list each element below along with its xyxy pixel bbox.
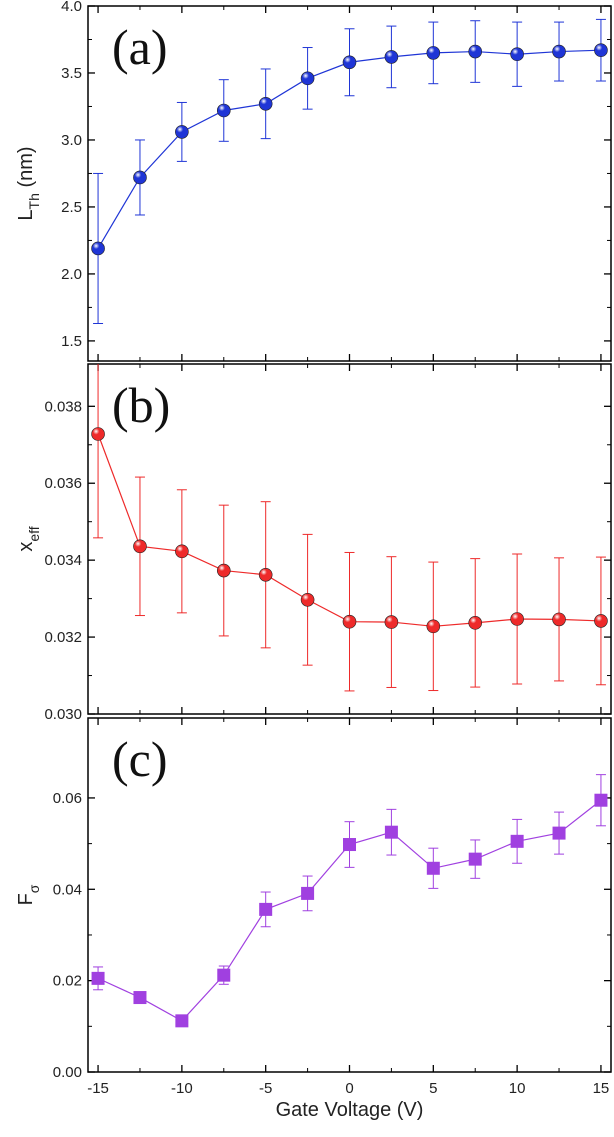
data-point (91, 427, 105, 441)
data-point (384, 50, 399, 64)
data-point (175, 544, 189, 559)
y-axis-title-suffix: (nm) (15, 146, 37, 193)
data-point (133, 539, 147, 554)
data-point (510, 834, 524, 848)
data-point (175, 1014, 189, 1028)
data-point (301, 886, 315, 900)
data-point (552, 612, 566, 627)
data-point (552, 826, 566, 840)
panel-tag: (a) (112, 19, 168, 75)
y-axis-title-main: F (15, 893, 37, 905)
data-point (510, 47, 524, 62)
panel-c: 0.00 0.02 0.04 0.06 -15 -10 -5 0 5 10 15 Gate Volta… (15, 717, 612, 1121)
data-point (342, 614, 357, 629)
x-tick-label: 10 (509, 1080, 526, 1097)
data-point (175, 125, 189, 139)
data-point (91, 241, 105, 256)
data-point (468, 616, 483, 630)
data-point (259, 902, 273, 916)
data-point (552, 44, 566, 59)
y-tick-label: 4.0 (61, 0, 82, 15)
x-axis-title: Gate Voltage (V) (276, 1099, 424, 1121)
panel-a: 1.5 2.0 2.5 3.0 3.5 4.0 LTh (nm) (a) (15, 0, 612, 362)
x-tick-label: -10 (171, 1080, 193, 1097)
data-point (342, 55, 357, 70)
data-point (426, 619, 441, 634)
data-point (510, 612, 524, 626)
y-tick-label: 3.5 (61, 65, 82, 82)
data-point (91, 971, 105, 985)
data-point (594, 793, 608, 807)
y-tick-label: 0.02 (53, 973, 82, 990)
data-point (300, 592, 315, 607)
y-tick-label: 2.5 (61, 199, 82, 216)
x-tick-label: -15 (87, 1080, 109, 1097)
y-axis-title: LTh (nm) (15, 146, 42, 220)
y-tick-label: 0.04 (53, 881, 82, 898)
data-point (468, 852, 482, 866)
y-tick-label: 0.034 (44, 552, 82, 569)
y-tick-label: 0.030 (44, 706, 82, 723)
data-point (216, 103, 231, 118)
data-point (217, 968, 231, 982)
y-tick-label: 3.0 (61, 132, 82, 149)
y-axis-title: Fσ (15, 884, 42, 905)
data-point (384, 615, 399, 629)
x-tick-label: -5 (259, 1080, 272, 1097)
data-point (216, 563, 231, 578)
data-point (468, 44, 483, 59)
data-point (343, 838, 356, 852)
y-axis-title-main: L (15, 209, 37, 220)
x-tick-label: 15 (593, 1080, 610, 1097)
panel-tag: (c) (112, 731, 168, 787)
data-point (384, 825, 398, 839)
data-point (258, 96, 273, 111)
y-axis-title-sub: σ (26, 884, 42, 893)
data-layer (91, 18, 608, 324)
y-tick-label: 0.00 (53, 1064, 82, 1081)
panel-b: 0.030 0.032 0.034 0.036 0.038 xeff (b) (15, 363, 612, 723)
data-point (258, 567, 273, 582)
data-point (426, 861, 440, 875)
y-axis-title-sub: Th (26, 193, 42, 209)
data-point (133, 991, 147, 1005)
x-tick-label: 0 (345, 1080, 353, 1097)
data-point (426, 46, 441, 60)
y-tick-label: 1.5 (61, 333, 82, 350)
data-point (594, 43, 608, 58)
y-axis-title-sub: eff (26, 526, 42, 541)
data-point (300, 71, 315, 86)
y-tick-label: 0.032 (44, 629, 82, 646)
data-layer (91, 774, 608, 1028)
panel-tag: (b) (112, 377, 170, 433)
y-axis-title-main: x (15, 542, 37, 552)
y-tick-label: 0.06 (53, 790, 82, 807)
data-layer (91, 364, 608, 692)
data-point (133, 170, 147, 185)
y-axis-title: xeff (15, 526, 42, 551)
y-tick-label: 2.0 (61, 266, 82, 283)
y-tick-label: 0.038 (44, 398, 82, 415)
data-point (594, 614, 608, 628)
x-tick-label: 5 (429, 1080, 437, 1097)
y-tick-label: 0.036 (44, 475, 82, 492)
